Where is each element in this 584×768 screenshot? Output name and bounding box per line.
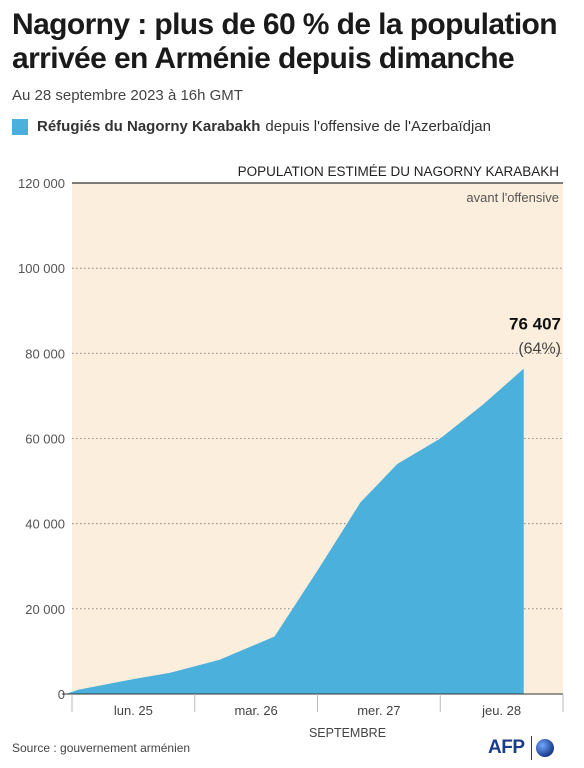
annotation-percent: (64%)	[518, 341, 561, 358]
annotation-value: 76 407	[509, 315, 561, 334]
chart-title: Nagorny : plus de 60 % de la population …	[12, 8, 558, 75]
globe-icon	[535, 739, 554, 757]
y-tick-label: 40 000	[25, 517, 65, 532]
x-tick-label: mar. 26	[234, 703, 277, 718]
x-tick-label: jeu. 28	[481, 703, 521, 718]
y-tick-label: 120 000	[18, 176, 65, 191]
y-tick-label: 100 000	[18, 261, 65, 276]
legend: Réfugiés du Nagorny Karabakh depuis l'of…	[12, 118, 491, 135]
x-tick-label: lun. 25	[114, 703, 153, 718]
afp-wordmark: AFP	[488, 737, 525, 758]
y-tick-label: 20 000	[25, 602, 65, 617]
y-tick-label: 80 000	[25, 346, 65, 361]
afp-logo: AFP	[488, 736, 554, 760]
y-tick-label: 60 000	[25, 432, 65, 447]
y-tick-label: 0	[58, 687, 65, 702]
series-area	[65, 368, 524, 694]
logo-divider	[530, 736, 532, 760]
legend-label-strong: Réfugiés du Nagorny Karabakh	[37, 118, 261, 135]
reference-sublabel: avant l'offensive	[466, 190, 559, 205]
x-axis-label: SEPTEMBRE	[309, 726, 386, 740]
source-note: Source : gouvernement arménien	[12, 741, 191, 755]
reference-label: POPULATION ESTIMÉE DU NAGORNY KARABAKH	[238, 164, 559, 179]
legend-label-rest: depuis l'offensive de l'Azerbaïdjan	[265, 118, 491, 135]
legend-swatch	[12, 118, 28, 135]
chart-subtitle: Au 28 septembre 2023 à 16h GMT	[12, 87, 243, 104]
x-tick-label: mer. 27	[357, 703, 400, 718]
